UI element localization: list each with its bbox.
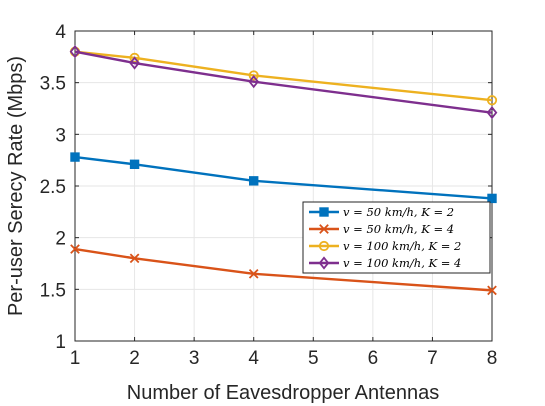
- x-tick-label: 2: [129, 348, 140, 369]
- data-point-diamond: [318, 256, 330, 270]
- series-line: [74, 50, 493, 114]
- data-point-circle: [318, 240, 330, 252]
- series-line: [74, 247, 493, 292]
- legend-entry-label: v = 50 km/h, K = 2: [343, 205, 454, 219]
- data-point-square: [70, 152, 80, 162]
- x-marker-stroke: [129, 253, 140, 264]
- series-line: [74, 50, 493, 102]
- y-tick-label: 3.5: [40, 74, 66, 95]
- tick-labels: 1 2 3 4 5 6 7 8 1 1.5 2 2.5 3 3.5 4: [40, 22, 498, 369]
- x-marker-stroke: [70, 244, 80, 254]
- data-point-diamond: [69, 45, 81, 59]
- data-point-x: [248, 268, 259, 279]
- legend-entry-label: v = 100 km/h, K = 4: [343, 256, 461, 270]
- legend-entry-label: v = 50 km/h, K = 4: [343, 222, 454, 236]
- data-point-square: [249, 176, 259, 186]
- data-point-diamond: [486, 106, 498, 120]
- data-point-x: [70, 244, 80, 254]
- data-point-x: [129, 253, 140, 264]
- x-tick-label: 7: [427, 348, 438, 369]
- data-point-x: [319, 224, 329, 234]
- x-marker-stroke: [319, 224, 329, 234]
- data-point-square: [319, 207, 329, 217]
- y-tick-label: 2.5: [40, 177, 66, 198]
- x-marker-stroke: [487, 285, 497, 296]
- y-tick-label: 2: [55, 229, 66, 250]
- x-tick-label: 8: [487, 348, 498, 369]
- data-point-square: [487, 193, 497, 204]
- series-2: [70, 244, 497, 296]
- x-marker-stroke: [248, 268, 259, 279]
- y-tick-label: 4: [55, 22, 66, 43]
- y-axis-label: Per-user Serecy Rate (Mbps): [5, 56, 27, 316]
- data-point-diamond: [248, 75, 260, 89]
- legend: v = 50 km/h, K = 2 v = 50 km/h, K = 4 v = …: [302, 201, 491, 274]
- x-tick-label: 1: [70, 348, 81, 369]
- data-point-circle: [486, 95, 498, 106]
- y-tick-label: 1: [55, 332, 66, 353]
- data-point-diamond: [129, 56, 140, 70]
- data-point-square: [129, 159, 140, 170]
- data-point-circle: [248, 70, 259, 81]
- y-tick-label: 3: [55, 125, 66, 146]
- axes-box: [74, 30, 493, 342]
- x-tick-label: 4: [248, 348, 259, 369]
- legend-box: [302, 201, 491, 274]
- series-line: [74, 155, 493, 200]
- y-tick-label: 1.5: [40, 280, 66, 301]
- x-axis-label: Number of Eavesdropper Antennas: [127, 382, 439, 404]
- x-tick-label: 3: [189, 348, 200, 369]
- x-tick-label: 6: [368, 348, 379, 369]
- series-1: [70, 152, 497, 204]
- series-group: [69, 45, 498, 296]
- data-point-x: [487, 285, 497, 296]
- x-tick-label: 5: [308, 348, 319, 369]
- legend-entry-label: v = 100 km/h, K = 2: [343, 239, 461, 253]
- series-4: [69, 45, 498, 120]
